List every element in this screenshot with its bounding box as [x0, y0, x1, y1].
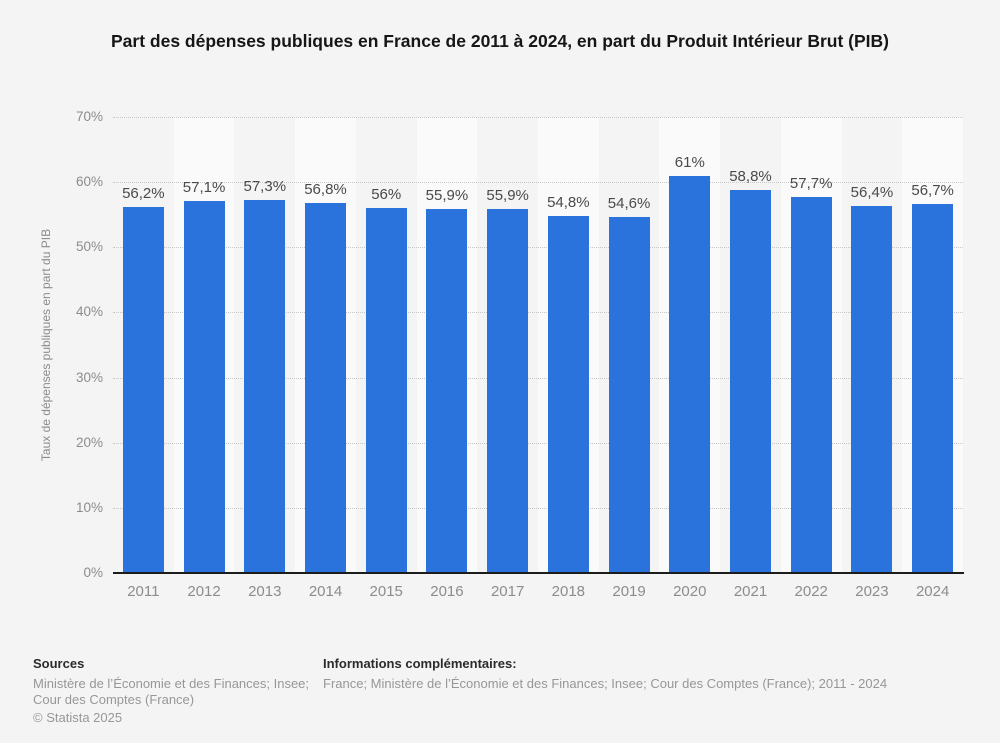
gridline-40 — [113, 312, 963, 314]
bar-2023 — [851, 205, 893, 573]
bar-value-label: 57,3% — [243, 177, 287, 195]
x-axis-line — [113, 572, 964, 574]
bar-value-label: 56,8% — [304, 181, 347, 198]
chart-title: Part des dépenses publiques en France de… — [111, 31, 889, 51]
bar-2015 — [365, 208, 407, 573]
sources-block: Sources Ministère de l’Économie et des F… — [33, 656, 313, 726]
bar-value-label: 56% — [371, 186, 402, 204]
bar-2018 — [547, 216, 589, 573]
additional-info-text: France; Ministère de l’Économie et des F… — [323, 676, 888, 691]
y-tick-label: 20% — [75, 434, 103, 450]
gridline-10 — [113, 507, 963, 509]
sources-heading: Sources — [33, 656, 85, 671]
bar-value-label: 57,7% — [789, 175, 833, 193]
x-tick-label: 2012 — [187, 583, 221, 600]
bar-value-label: 56,4% — [850, 183, 894, 201]
bar-2012 — [183, 201, 225, 573]
x-tick-label: 2013 — [248, 583, 282, 600]
copyright-notice: © Statista 2025 — [33, 710, 123, 725]
plot-area: 56,2% 57,1% 57,3% 56,8% 56% 55,9% 55,9% 54,8% 54… — [113, 117, 963, 573]
additional-info-heading: Informations complémentaires: — [323, 656, 517, 671]
bar-value-label: 55,9% — [486, 186, 529, 204]
gridline-20 — [113, 442, 963, 444]
bar-value-label: 54,8% — [547, 194, 590, 212]
bar-2014 — [305, 203, 346, 573]
y-tick-label: 30% — [75, 369, 103, 385]
x-tick-label: 2011 — [127, 583, 160, 600]
x-tick-label: 2021 — [733, 583, 768, 600]
bar-2019 — [608, 217, 650, 573]
x-tick-label: 2019 — [612, 583, 646, 600]
bar-2011 — [122, 206, 164, 573]
additional-info-block: Informations complémentaires: France; Mi… — [323, 656, 973, 692]
bar-2020 — [669, 175, 711, 573]
bar-2021 — [730, 189, 771, 573]
x-tick-label: 2015 — [369, 583, 403, 600]
bar-value-label: 58,8% — [729, 167, 772, 185]
bar-2013 — [244, 199, 286, 573]
sources-line: Cour des Comptes (France) — [33, 692, 195, 707]
x-tick-label: 2016 — [430, 583, 464, 600]
bar-value-label: 54,6% — [607, 195, 651, 213]
x-tick-label: 2020 — [673, 583, 707, 600]
y-axis-title: Taux de dépenses publiques en part du PI… — [39, 228, 53, 462]
bar-value-label: 61% — [674, 153, 705, 171]
x-tick-label: 2022 — [794, 583, 828, 600]
gridline-30 — [113, 377, 963, 379]
x-tick-label: 2018 — [551, 583, 586, 600]
bar-value-label: 55,9% — [425, 186, 469, 204]
sources-line: Ministère de l’Économie et des Finances;… — [33, 676, 310, 691]
bar-2017 — [487, 208, 529, 573]
gridline-50 — [113, 247, 963, 249]
y-tick-label: 0% — [83, 565, 103, 580]
y-tick-label: 40% — [75, 304, 103, 320]
y-tick-label: 70% — [75, 109, 103, 124]
bar-value-label: 56,7% — [911, 181, 954, 199]
x-tick-label: 2014 — [308, 583, 343, 600]
gridline-60 — [113, 182, 963, 184]
bar-2022 — [790, 197, 832, 573]
x-tick-label: 2024 — [915, 583, 950, 600]
gridline-70 — [113, 117, 963, 118]
y-tick-label: 10% — [75, 499, 103, 515]
x-tick-label: 2023 — [855, 583, 889, 600]
y-tick-label: 50% — [75, 239, 103, 255]
bar-value-label: 57,1% — [182, 179, 226, 197]
bar-value-label: 56,2% — [122, 184, 165, 202]
bar-2024 — [912, 203, 954, 573]
y-tick-label: 60% — [75, 174, 103, 190]
bar-2016 — [426, 208, 468, 573]
x-tick-label: 2017 — [490, 583, 525, 600]
